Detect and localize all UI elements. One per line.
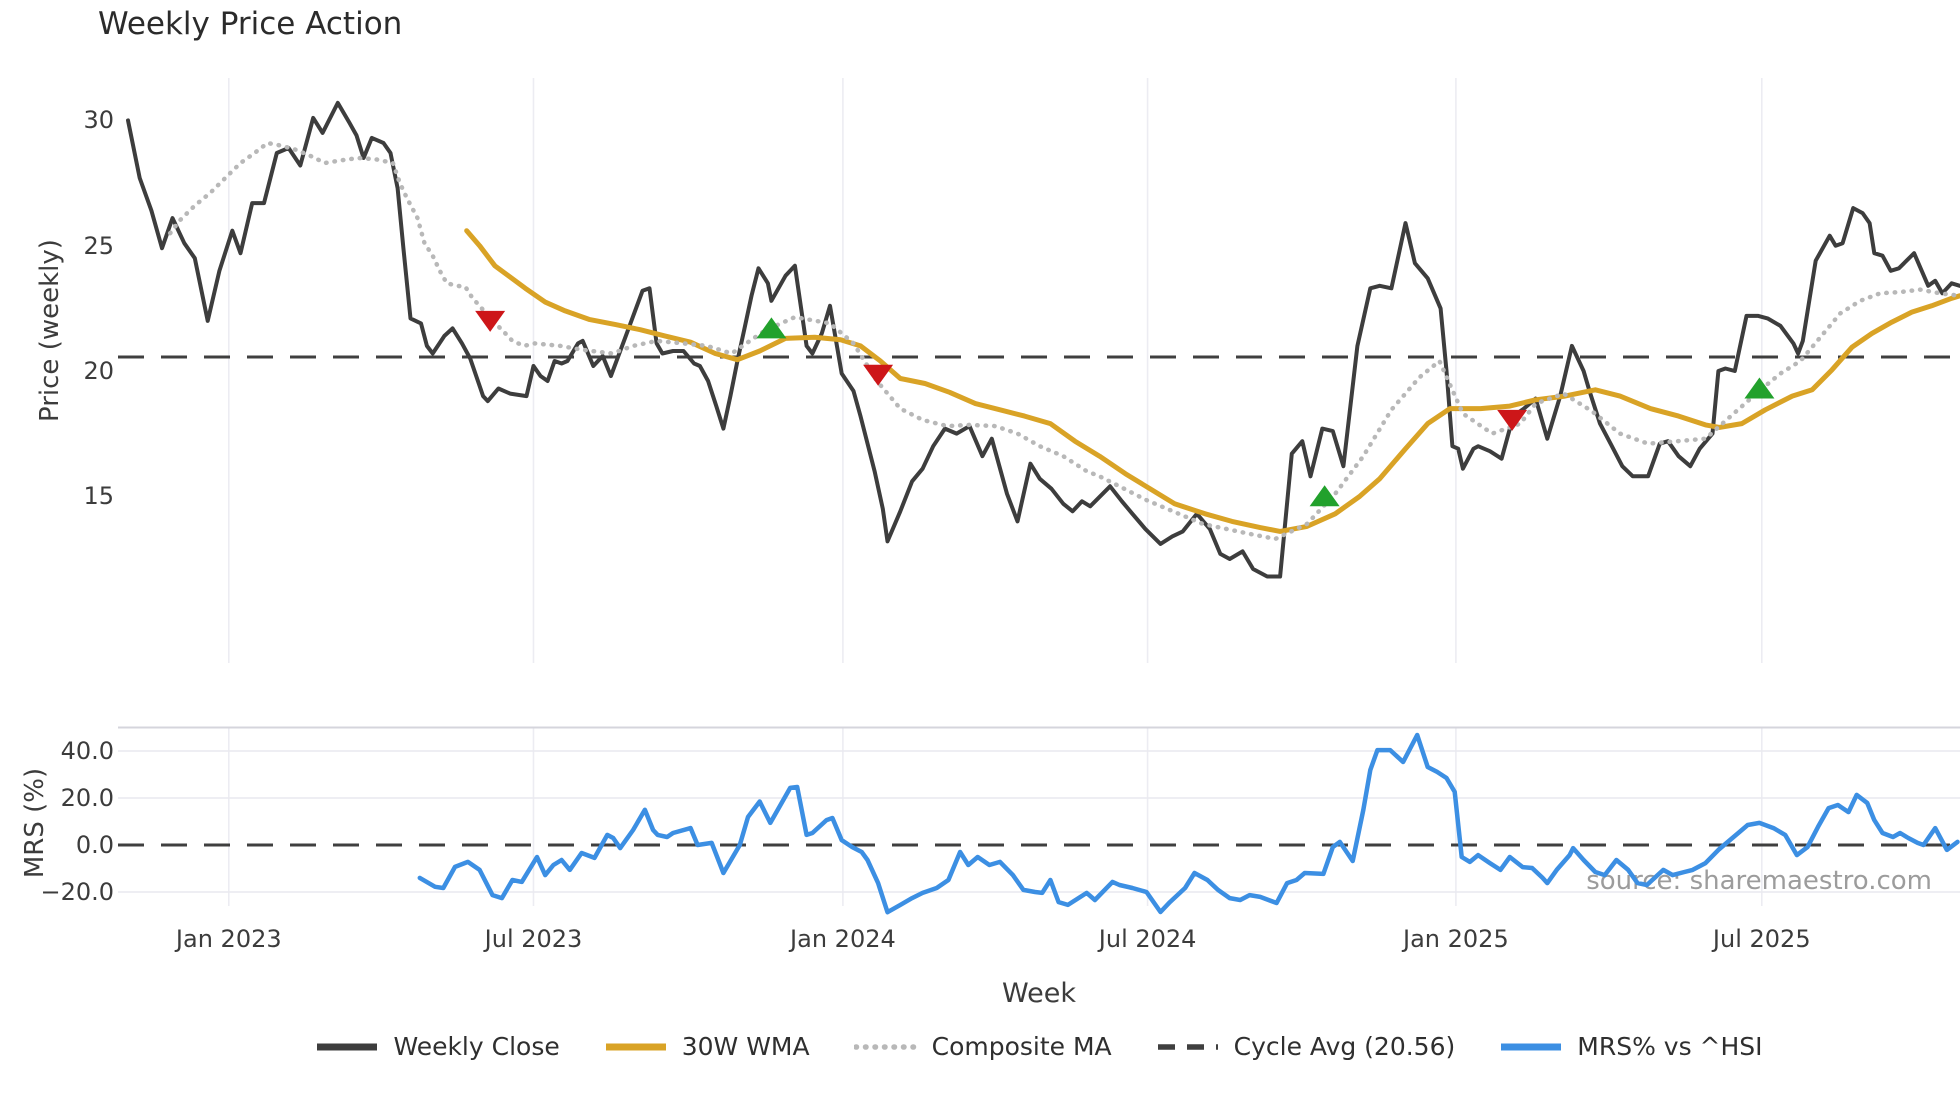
legend-item-30w-wma: 30W WMA <box>604 1032 810 1061</box>
mrs-ytick-label: 20.0 <box>60 784 114 812</box>
x-tick-label: Jan 2024 <box>790 925 896 953</box>
legend-swatch-dotted-icon <box>853 1043 918 1050</box>
legend-item-mrs-vs-hsi: MRS% vs ^HSI <box>1499 1032 1763 1061</box>
sell-marker-icon <box>863 364 894 386</box>
x-tick-label: Jul 2024 <box>1098 925 1197 953</box>
legend-swatch-solid-icon <box>605 1043 666 1050</box>
price-axis-label: Price (weekly) <box>35 239 65 422</box>
price-ytick-label: 30 <box>83 106 114 135</box>
legend-swatch-dashed-icon <box>1157 1043 1218 1050</box>
buy-marker-icon <box>756 317 787 339</box>
chart-legend: Weekly Close 30W WMA Composite MA Cycle Avg… <box>118 1032 1960 1061</box>
mrs-ytick-label: 40.0 <box>60 737 114 765</box>
x-tick-label: Jul 2023 <box>484 925 583 953</box>
legend-swatch-solid-icon <box>317 1043 378 1050</box>
x-axis-label: Week <box>1002 978 1076 1009</box>
legend-item-cycle-avg-20-56: Cycle Avg (20.56) <box>1156 1032 1456 1061</box>
legend-item-composite-ma: Composite MA <box>853 1032 1112 1061</box>
buy-marker-icon <box>1744 377 1775 399</box>
legend-label: MRS% vs ^HSI <box>1577 1032 1763 1061</box>
mrs-ytick-label: −20.0 <box>40 878 114 906</box>
legend-label: Cycle Avg (20.56) <box>1233 1032 1456 1061</box>
buy-marker-icon <box>1309 485 1340 507</box>
source-watermark: source: sharemaestro.com <box>1586 866 1932 896</box>
sell-marker-icon <box>1497 409 1528 431</box>
mrs-vs-hsi-line <box>417 732 1960 915</box>
30w-wma-line <box>464 228 1960 534</box>
x-tick-label: Jan 2023 <box>175 925 282 953</box>
price-ytick-label: 15 <box>83 482 114 511</box>
x-tick-label: Jul 2025 <box>1712 925 1811 953</box>
x-tick-label: Jan 2025 <box>1403 925 1509 953</box>
weekly-close-line <box>126 100 1960 579</box>
chart-title: Weekly Price Action <box>98 6 403 42</box>
sell-marker-icon <box>475 310 506 332</box>
legend-swatch-solid-icon <box>1501 1043 1562 1050</box>
legend-label: Composite MA <box>931 1032 1112 1061</box>
price-ytick-label: 25 <box>83 231 114 260</box>
price-ytick-label: 20 <box>83 357 114 385</box>
mrs-ytick-label: 0.0 <box>75 831 114 859</box>
legend-label: Weekly Close <box>393 1032 560 1061</box>
composite-ma-line <box>167 140 1960 542</box>
legend-label: 30W WMA <box>681 1032 810 1061</box>
legend-item-weekly-close: Weekly Close <box>315 1032 560 1061</box>
